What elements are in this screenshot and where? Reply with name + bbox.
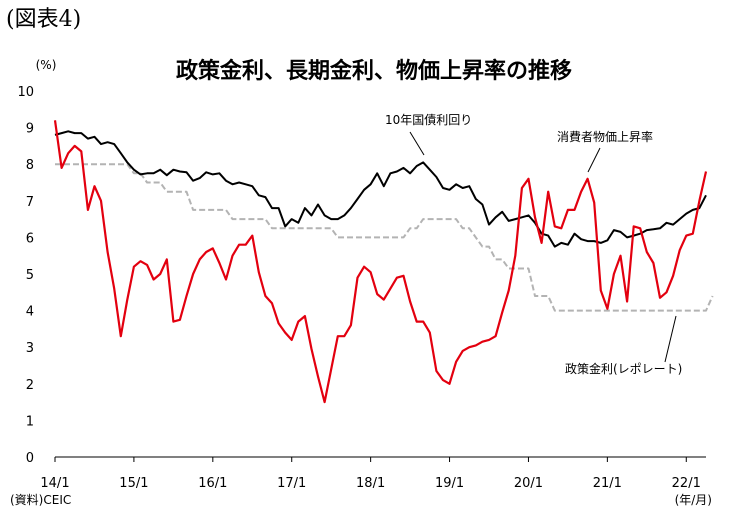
y-tick-label: 1 — [26, 414, 34, 429]
y-tick-label: 8 — [26, 158, 34, 173]
series-layer — [53, 120, 714, 404]
y-tick-label: 6 — [26, 231, 34, 246]
x-tick-label: 18/1 — [356, 476, 385, 491]
annotation-layer: 10年国債利回り 消費者物価上昇率 政策金利(レポレート) — [385, 112, 682, 376]
annotation-policy-rate: 政策金利(レポレート) — [565, 361, 682, 376]
annotation-long-rate: 10年国債利回り — [385, 112, 472, 127]
x-unit-label: (年/月) — [675, 493, 712, 507]
series-line-long-rate — [54, 130, 707, 248]
x-tick-label: 20/1 — [514, 476, 543, 491]
y-tick-label: 5 — [26, 268, 34, 283]
x-tick-label: 17/1 — [277, 476, 306, 491]
y-tick-label: 2 — [26, 378, 34, 393]
x-tick-label: 14/1 — [40, 476, 69, 491]
series-line-policy-rate — [55, 163, 714, 312]
y-tick-label: 7 — [26, 195, 34, 210]
x-tick-label: 16/1 — [198, 476, 227, 491]
annotation-cpi-leader — [587, 147, 601, 173]
annotation-long-rate-leader — [409, 131, 425, 156]
axes: 0 1 2 3 4 5 6 7 8 9 10 14/1 15/1 16/1 17/1 18/1 19/1 20/1… — [17, 85, 706, 491]
chart-title: 政策金利、長期金利、物価上昇率の推移 — [176, 58, 572, 84]
y-tick-label: 9 — [26, 122, 34, 137]
x-tick-label: 22/1 — [672, 476, 701, 491]
series-line-cpi — [53, 120, 708, 404]
y-tick-label: 0 — [26, 451, 34, 466]
annotation-policy-rate-leader — [664, 315, 677, 363]
source-note: (資料)CEIC — [10, 493, 71, 507]
x-tick-label: 19/1 — [435, 476, 464, 491]
x-tick-label: 15/1 — [119, 476, 148, 491]
y-tick-label: 10 — [17, 85, 34, 100]
figure-label: (図表4) — [6, 7, 82, 32]
y-tick-label: 4 — [26, 305, 34, 320]
x-tick-label: 21/1 — [593, 476, 622, 491]
y-unit-label: (%) — [36, 58, 57, 72]
annotation-cpi: 消費者物価上昇率 — [557, 129, 653, 144]
y-tick-label: 3 — [26, 341, 34, 356]
